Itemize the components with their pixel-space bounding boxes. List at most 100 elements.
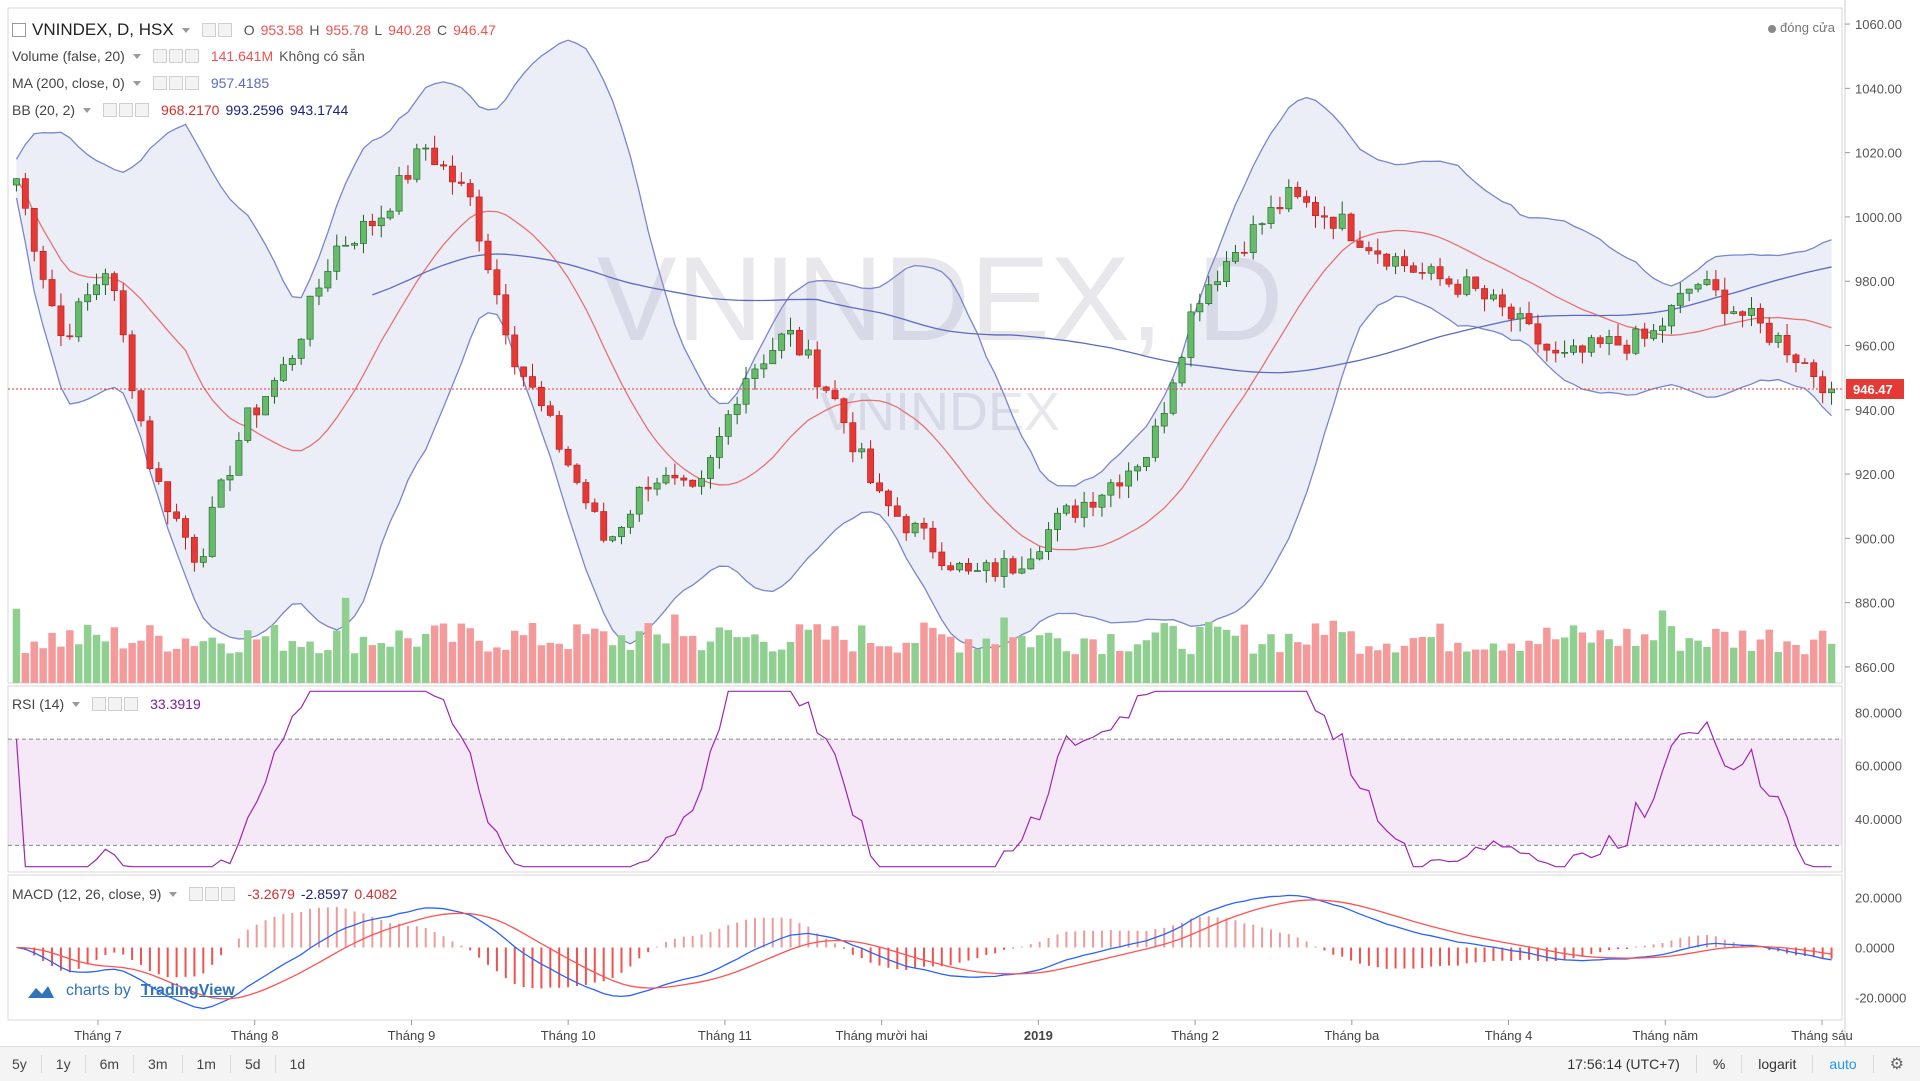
chevron-down-icon[interactable] — [83, 107, 92, 113]
volume-bar — [12, 608, 21, 683]
timeframe-1y[interactable]: 1y — [55, 1056, 71, 1072]
candle-body — [1009, 558, 1017, 574]
candle-body — [440, 164, 447, 167]
volume-bar — [1729, 647, 1738, 683]
candle-body — [484, 240, 492, 271]
timeframe-6m[interactable]: 6m — [99, 1056, 120, 1072]
legend-controls[interactable] — [189, 887, 236, 901]
candle-body — [324, 271, 332, 289]
candle-body — [30, 208, 38, 252]
ma-value: 957.4185 — [210, 75, 270, 91]
volume-bar — [475, 640, 483, 683]
volume-legend[interactable]: Volume (false, 20) 141.641M Không có sẵn — [12, 48, 365, 64]
candle-body — [1436, 266, 1444, 280]
candle-body — [199, 556, 207, 563]
timeframe-3m[interactable]: 3m — [148, 1056, 168, 1072]
volume-bar — [840, 639, 848, 683]
candle-body — [1454, 283, 1462, 295]
macd-line — [16, 894, 1832, 1010]
legend-controls[interactable] — [201, 23, 232, 37]
volume-bar — [1649, 640, 1658, 683]
tradingview-branding[interactable]: charts by TradingView — [26, 982, 235, 1000]
chevron-down-icon[interactable] — [72, 701, 81, 707]
timeframe-1m[interactable]: 1m — [196, 1056, 216, 1072]
volume-bar — [1311, 623, 1320, 683]
candle-body — [449, 165, 456, 183]
volume-bar — [83, 624, 92, 683]
macd-value: -3.2679 — [247, 886, 295, 902]
volume-bar — [368, 645, 377, 683]
volume-bar — [395, 630, 403, 683]
collapse-icon[interactable] — [12, 23, 26, 37]
legend-controls[interactable] — [152, 76, 199, 90]
volume-bar — [715, 627, 724, 683]
candle-body — [66, 335, 74, 338]
volume-bar — [1774, 652, 1782, 683]
log-toggle[interactable]: logarit — [1758, 1056, 1797, 1072]
chevron-down-icon[interactable] — [169, 891, 178, 897]
symbol-legend[interactable]: VNINDEX, D, HSX O 953.58 H 955.78 L 940.… — [12, 20, 496, 40]
legend-controls[interactable] — [92, 697, 139, 711]
volume-bar — [1053, 638, 1062, 683]
chevron-down-icon[interactable] — [181, 27, 190, 33]
volume-bar — [1267, 634, 1275, 683]
volume-bar — [1489, 643, 1498, 683]
legend-controls[interactable] — [152, 49, 199, 63]
candle-body — [1579, 345, 1586, 353]
candle-body — [653, 482, 661, 490]
macd-legend[interactable]: MACD (12, 26, close, 9) -3.2679 -2.8597 … — [12, 886, 397, 902]
candle-body — [1214, 281, 1222, 286]
bb-legend[interactable]: BB (20, 2) 968.2170 993.2596 943.1744 — [12, 102, 348, 118]
volume-bar — [1347, 631, 1355, 683]
candle-body — [680, 477, 688, 481]
candle-body — [1196, 303, 1204, 313]
chevron-down-icon[interactable] — [132, 53, 141, 59]
volume-bar — [671, 614, 679, 683]
volume-bar — [1374, 650, 1382, 683]
timeframe-5y[interactable]: 5y — [12, 1056, 27, 1072]
volume-bar — [1498, 650, 1507, 683]
time-tick-label: Tháng 11 — [698, 1028, 752, 1043]
candle-body — [1418, 272, 1426, 274]
candle-body — [404, 175, 412, 180]
rsi-band — [8, 739, 1842, 846]
percent-toggle[interactable]: % — [1712, 1056, 1726, 1072]
volume-bar — [1391, 652, 1400, 683]
volume-bar — [235, 652, 243, 683]
candle-body — [84, 294, 92, 303]
volume-bar — [635, 631, 644, 683]
volume-bar — [920, 622, 928, 683]
volume-bar — [1320, 634, 1329, 683]
candle-body — [1036, 551, 1044, 560]
volume-bar — [822, 639, 830, 683]
volume-bar — [1338, 632, 1346, 683]
candle-body — [956, 562, 964, 571]
candle-body — [75, 301, 83, 338]
candle-body — [564, 449, 572, 466]
candle-body — [1027, 558, 1035, 570]
chevron-down-icon[interactable] — [132, 80, 141, 86]
settings-gear-icon[interactable]: ⚙ — [1889, 1056, 1904, 1073]
tradingview-link[interactable]: TradingView — [140, 982, 235, 999]
candle-body — [1748, 308, 1755, 316]
volume-bar — [404, 638, 412, 683]
rsi-legend[interactable]: RSI (14) 33.3919 — [12, 696, 201, 712]
auto-scale-toggle[interactable]: auto — [1829, 1056, 1857, 1072]
candle-body — [208, 506, 216, 557]
timeframe-5d[interactable]: 5d — [244, 1056, 261, 1072]
candle-body — [644, 486, 652, 490]
candle-body — [555, 415, 563, 450]
ma-legend[interactable]: MA (200, close, 0) 957.4185 — [12, 75, 269, 91]
timeframe-1d[interactable]: 1d — [289, 1056, 306, 1072]
legend-controls[interactable] — [103, 103, 150, 117]
candle-body — [1045, 529, 1052, 552]
chart-canvas[interactable]: VNINDEX, DVNINDEX1060.001040.001020.0010… — [0, 0, 1920, 1046]
watermark-main: VNINDEX, D — [597, 232, 1284, 366]
candle-body — [1267, 207, 1275, 224]
candle-body — [1641, 328, 1649, 339]
candle-body — [947, 565, 955, 571]
candle-body — [626, 513, 634, 528]
bottom-toolbar: 5y 1y 6m 3m 1m 5d 1d 17:56:14 (UTC+7) % … — [0, 1046, 1920, 1081]
candle-body — [351, 243, 358, 246]
